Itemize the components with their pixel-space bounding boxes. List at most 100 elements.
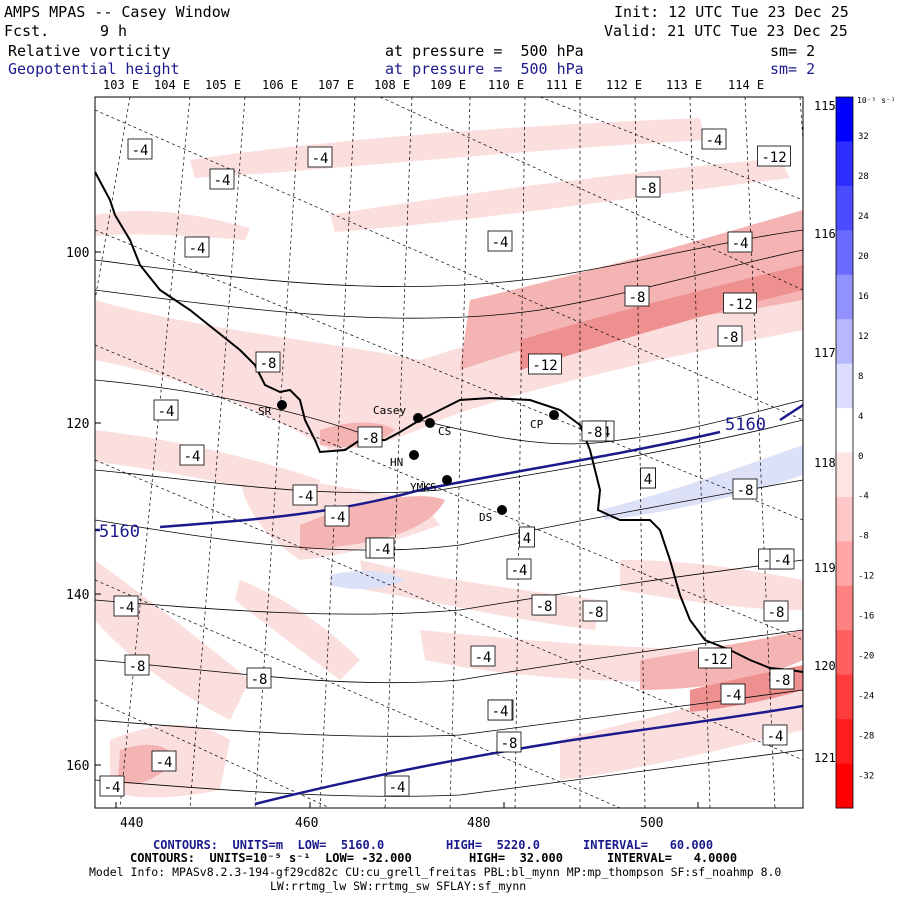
station-dot [413, 413, 423, 423]
vorticity-label: -8 [737, 483, 754, 499]
field1-smoothing: sm= 2 [770, 42, 816, 60]
vorticity-label: -12 [727, 297, 752, 313]
vorticity-label: -12 [702, 652, 727, 668]
y-tick-label: 160 [66, 759, 89, 774]
station-label-casey: Casey [373, 404, 406, 417]
lon-label: 108 E [374, 78, 410, 92]
station-dot [497, 505, 507, 515]
colorbar-label: 8 [858, 372, 863, 382]
colorbar-label: 32 [858, 132, 869, 142]
vorticity-label: -12 [532, 358, 557, 374]
vorticity-label-box [184, 236, 210, 258]
x-tick-label: 440 [120, 816, 143, 831]
colorbar-bin [836, 141, 853, 187]
vorticity-label-box [179, 444, 205, 466]
vorticity-label-box [487, 230, 513, 252]
vorticity-label-box [727, 231, 753, 253]
colorbar-label: -8 [858, 532, 869, 542]
colorbar-bin [836, 274, 853, 320]
vorticity-label-box [209, 168, 235, 190]
lon-label: 111 E [546, 78, 582, 92]
colorbar-bin [836, 719, 853, 765]
vorticity-label-box [153, 399, 179, 421]
vorticity-label: -4 [118, 600, 135, 616]
colorbar-bin [836, 763, 853, 809]
x-tick-label: 460 [295, 816, 318, 831]
vorticity-label-box [324, 505, 350, 527]
vorticity-label-box [582, 600, 608, 622]
vorticity-label-box [369, 537, 395, 559]
vorticity-label-box [292, 484, 318, 506]
lon-label: 114 E [728, 78, 764, 92]
vorticity-label: -8 [501, 736, 518, 752]
vorticity-label-box [581, 420, 607, 442]
field2-smoothing: sm= 2 [770, 60, 816, 78]
vorticity-label: -4 [104, 780, 121, 796]
vorticity-label-box [528, 353, 562, 375]
vorticity-label-box [246, 667, 272, 689]
colorbar-label: -28 [858, 732, 874, 742]
vorticity-label-box [124, 654, 150, 676]
vorticity-label-box [496, 731, 522, 753]
vorticity-label: -4 [329, 510, 346, 526]
vorticity-label: -4 [511, 563, 528, 579]
colorbar-bin [836, 674, 853, 720]
vorticity-label-box [127, 138, 153, 160]
lon-label: 110 E [488, 78, 524, 92]
vorticity-label: -4 [774, 553, 791, 569]
colorbar-bin [836, 585, 853, 631]
vorticity-label: -4 [312, 151, 329, 167]
vorticity-label: -12 [761, 150, 786, 166]
vorticity-contours [95, 229, 803, 797]
field1-level: at pressure = 500 hPa [385, 42, 584, 60]
station-dot [425, 418, 435, 428]
vorticity-label: -4 [767, 729, 784, 745]
vorticity-label: -4 [374, 542, 391, 558]
height-contour-info: CONTOURS: UNITS=m LOW= 5160.0 [153, 838, 385, 852]
vorticity-label-box [769, 548, 795, 570]
vorticity-label-box [769, 668, 795, 690]
vorticity-label: -8 [587, 605, 604, 621]
colorbar-bin [836, 452, 853, 498]
vorticity-label: 4 [523, 531, 531, 547]
vorticity-labels: -4 -4 -4 -4 -4 -8 -4 -4 -8 -12 4 -8 -12 -8 -12 -4 -8 -4 -4… [99, 128, 795, 797]
y-tick-label: 100 [66, 246, 89, 261]
colorbar-label: 0 [858, 452, 863, 462]
colorbar-label: 28 [858, 172, 869, 182]
vorticity-label: 4 [644, 472, 652, 488]
vorticity-label: -8 [251, 672, 268, 688]
colorbar-bin [836, 319, 853, 365]
vorticity-label: -8 [362, 431, 379, 447]
colorbar-label: -12 [858, 572, 874, 582]
colorbar-bin [836, 230, 853, 276]
vorticity-label-box [307, 146, 333, 168]
vorticity-label: -4 [389, 780, 406, 796]
height-contour-high: HIGH= 5220.0 [446, 838, 540, 852]
height-label: 5160 [725, 415, 766, 435]
colorbar-frame [835, 96, 854, 809]
colorbar-bin [836, 363, 853, 409]
vorticity-label-box [113, 595, 139, 617]
meridian-lines [95, 97, 803, 808]
colorbar-label: -16 [858, 612, 874, 622]
vorticity-label-box [519, 526, 535, 548]
vorticity-label: -4 [725, 688, 742, 704]
colorbar-label: -24 [858, 692, 874, 702]
vorticity-label: -8 [722, 330, 739, 346]
vorticity-label: -4 [492, 235, 509, 251]
y-axis-labels: 100 120 140 160 [66, 246, 89, 774]
colorbar-label: -20 [858, 652, 874, 662]
station-dot [277, 400, 287, 410]
vorticity-label-box [255, 351, 281, 373]
station-labels: SR Casey CS HN YMKS DS CP [258, 404, 544, 524]
vorticity-label: -4 [132, 143, 149, 159]
vorticity-label: -8 [629, 290, 646, 306]
x-tick-label: 500 [640, 816, 663, 831]
vorticity-label: -4 [492, 704, 509, 720]
vorticity-label: -4 [189, 241, 206, 257]
station-label-cs: CS [438, 425, 451, 438]
vorticity-label-box [763, 600, 789, 622]
vorticity-label-box [624, 285, 650, 307]
